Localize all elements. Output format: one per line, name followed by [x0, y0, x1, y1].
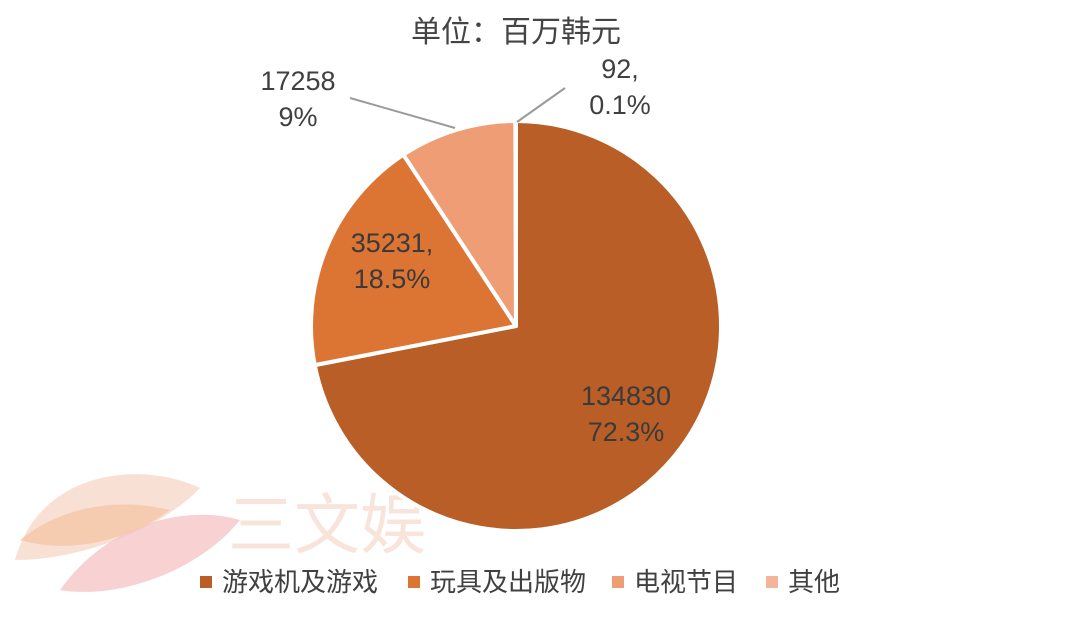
- pie-slices: [309, 118, 723, 533]
- slice-percent-label: 72.3%: [588, 417, 665, 447]
- slice-value-label: 92,: [601, 54, 639, 84]
- watermark-petal-shape: [60, 514, 240, 592]
- chart-title: 单位：百万韩元: [411, 15, 621, 50]
- watermark-text: 三文娱: [228, 487, 426, 564]
- leader-line: [349, 97, 456, 129]
- slice-percent-label: 0.1%: [589, 90, 651, 120]
- watermark-logo: 三文娱: [15, 474, 426, 592]
- legend-label: 游戏机及游戏: [222, 568, 378, 598]
- legend: 游戏机及游戏 玩具及出版物 电视节目 其他: [200, 568, 840, 598]
- slice-value-label: 134830: [581, 381, 671, 411]
- slice-percent-label: 9%: [278, 102, 317, 132]
- legend-label: 电视节目: [634, 568, 738, 598]
- legend-swatch: [766, 576, 778, 588]
- legend-label: 其他: [788, 568, 840, 598]
- pie-slice: [401, 119, 518, 328]
- pie-slice: [513, 118, 518, 328]
- slice-percent-label: 18.5%: [354, 264, 431, 294]
- watermark-petal-shape: [20, 504, 170, 546]
- slice-value-label: 35231,: [351, 228, 434, 258]
- pie-slice: [309, 152, 518, 368]
- legend-swatch: [408, 576, 420, 588]
- data-labels: 134830 72.3% 35231, 18.5% 17258 9% 92, 0.1%: [260, 54, 671, 447]
- leader-line: [516, 87, 566, 123]
- legend-swatch: [200, 576, 212, 588]
- slice-value-label: 17258: [260, 66, 335, 96]
- legend-label: 玩具及出版物: [430, 568, 586, 598]
- legend-swatch: [612, 576, 624, 588]
- leader-lines: [349, 87, 566, 129]
